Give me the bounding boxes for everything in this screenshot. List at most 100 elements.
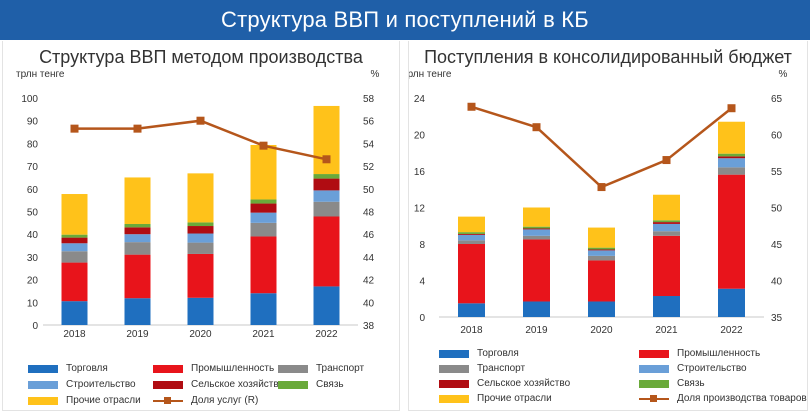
legend-swatch <box>153 364 183 373</box>
bar-segment <box>588 250 615 256</box>
bar-segment <box>124 227 151 235</box>
legend-swatch <box>153 380 183 389</box>
y-tick-label: 80 <box>27 139 39 150</box>
y2-tick-label: 50 <box>363 185 375 196</box>
bar-segment <box>458 240 485 244</box>
y2-tick-label: 35 <box>771 313 783 324</box>
bar-segment <box>718 153 745 157</box>
legend-swatch <box>639 379 669 388</box>
y2-tick-label: 48 <box>363 208 375 219</box>
line-marker <box>322 155 331 164</box>
bar-segment <box>187 173 214 223</box>
bar-segment <box>313 286 340 325</box>
legend-swatch <box>439 349 469 358</box>
bar-segment <box>523 229 550 236</box>
y2-axis-unit-label: % <box>371 69 380 80</box>
y2-tick-label: 54 <box>363 139 375 150</box>
bar-segment <box>653 223 680 232</box>
line-series <box>74 119 327 161</box>
y2-tick-label: 40 <box>363 298 375 309</box>
legend-item: Доля услуг (R) <box>153 395 258 406</box>
legend-item: Торговля <box>439 348 519 359</box>
legend-label: Прочие отрасли <box>66 395 141 406</box>
bar-segment <box>61 251 88 263</box>
y2-tick-label: 58 <box>363 94 375 105</box>
line-marker <box>532 123 541 132</box>
x-tick-label: 2021 <box>655 325 678 336</box>
legend-swatch <box>28 380 58 389</box>
bar-segment <box>124 254 151 299</box>
bar-segment <box>718 121 745 154</box>
legend-item: Транспорт <box>439 363 525 374</box>
y2-tick-label: 52 <box>363 162 375 173</box>
y-tick-label: 8 <box>419 240 425 251</box>
bar-segment <box>523 228 550 230</box>
y-tick-label: 50 <box>27 208 39 219</box>
x-tick-label: 2022 <box>315 329 338 340</box>
x-tick-label: 2019 <box>126 329 149 340</box>
bar-segment <box>523 301 550 317</box>
y2-tick-label: 65 <box>771 94 783 105</box>
legend-label: Сельское хозяйство <box>477 378 571 389</box>
x-tick-label: 2021 <box>252 329 275 340</box>
legend-item: Промышленность <box>639 348 760 359</box>
y2-tick-label: 60 <box>771 131 783 142</box>
bar-segment <box>718 167 745 175</box>
bar-segment <box>313 201 340 217</box>
gdp-chart-title: Структура ВВП методом производства <box>39 47 363 67</box>
bar-segment <box>187 242 214 254</box>
legend-item: Строительство <box>639 363 747 374</box>
bar-segment <box>718 174 745 289</box>
line-marker <box>597 183 606 192</box>
bar-segment <box>653 222 680 224</box>
x-tick-label: 2022 <box>720 325 743 336</box>
bar-segment <box>458 233 485 235</box>
y2-tick-label: 45 <box>771 240 783 251</box>
legend-line-swatch <box>639 394 669 403</box>
legend-item: Прочие отрасли <box>439 393 552 404</box>
legend-item: Сельское хозяйство <box>153 379 284 390</box>
y-tick-label: 12 <box>414 204 426 215</box>
bar-segment <box>187 233 214 243</box>
bar-segment <box>250 144 277 200</box>
bar-segment <box>124 298 151 325</box>
legend-swatch <box>439 364 469 373</box>
bar-segment <box>588 249 615 251</box>
y-tick-label: 60 <box>27 185 39 196</box>
bar-segment <box>588 301 615 317</box>
bar-segment <box>124 223 151 228</box>
y-tick-label: 24 <box>414 94 426 105</box>
legend-label: Транспорт <box>477 363 526 374</box>
bar-segment <box>61 194 88 235</box>
y2-tick-label: 56 <box>363 117 375 128</box>
line-marker <box>133 124 142 133</box>
legend-swatch <box>278 364 308 373</box>
bar-segment <box>250 236 277 294</box>
y-tick-label: 20 <box>27 276 39 287</box>
budget-revenue-chart: трлн тенге% 0 4 8 12 16 20 24 35 40 45 50 55 60 65 2018… <box>409 69 788 336</box>
legend-label: Сельское хозяйство <box>191 379 285 390</box>
line-marker <box>727 104 736 113</box>
bar-segment <box>653 220 680 223</box>
legend-label: Промышленность <box>191 363 275 374</box>
legend-item: Промышленность <box>153 363 274 374</box>
y2-tick-label: 50 <box>771 204 783 215</box>
legend-item: Торговля <box>28 363 108 374</box>
bar-segment <box>187 226 214 234</box>
bar-segment <box>187 253 214 298</box>
y-tick-label: 0 <box>419 313 425 324</box>
page-banner: Структура ВВП и поступлений в КБ <box>0 0 810 40</box>
legend-swatch <box>28 396 58 405</box>
y-tick-label: 90 <box>27 117 39 128</box>
y-tick-label: 4 <box>419 277 425 288</box>
y2-tick-label: 46 <box>363 230 375 241</box>
y-tick-label: 70 <box>27 162 39 173</box>
legend-swatch <box>439 394 469 403</box>
bar-segment <box>250 222 277 237</box>
bar-segment <box>313 174 340 179</box>
y2-tick-label: 38 <box>363 321 375 332</box>
bar-segment <box>187 222 214 227</box>
legend-label: Транспорт <box>316 363 365 374</box>
bar-segment <box>250 212 277 223</box>
bar-segment <box>61 237 88 244</box>
